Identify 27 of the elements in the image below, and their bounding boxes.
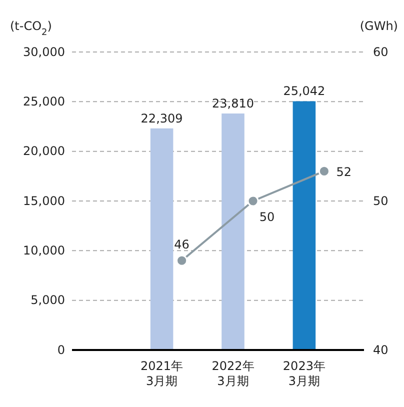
bar bbox=[150, 128, 174, 350]
data-label: 46 bbox=[174, 238, 190, 252]
y2-axis-title: (GWh) bbox=[360, 19, 398, 33]
y2-tick-label: 40 bbox=[373, 342, 388, 357]
x-tick-label: 2023年 3月期 bbox=[282, 359, 326, 388]
y2-tick-label: 50 bbox=[373, 194, 388, 208]
bar bbox=[222, 113, 244, 350]
y2-tick-label: 60 bbox=[373, 44, 388, 59]
point bbox=[247, 195, 259, 207]
y-tick-label: 20,000 bbox=[23, 144, 65, 158]
point bbox=[176, 254, 188, 266]
data-label: 52 bbox=[336, 165, 352, 180]
y-tick-label: 5,000 bbox=[30, 293, 65, 308]
data-label: 22,309 bbox=[140, 111, 183, 126]
x-tick-label: 2021年 3月期 bbox=[140, 359, 184, 388]
y-axis-title: (t-CO$_{2}$) bbox=[10, 19, 52, 38]
point bbox=[318, 165, 330, 177]
y-tick-label: 15,000 bbox=[23, 194, 65, 208]
data-label: 23,810 bbox=[212, 96, 254, 110]
bar bbox=[292, 101, 316, 350]
data-label: 50 bbox=[259, 210, 275, 224]
data-label: 25,042 bbox=[283, 84, 326, 98]
x-tick-label: 2022年 3月期 bbox=[212, 359, 254, 388]
y-tick-label: 10,000 bbox=[23, 244, 65, 258]
y-tick-label: 0 bbox=[57, 342, 65, 357]
y-tick-label: 30,000 bbox=[23, 44, 65, 59]
y-tick-label: 25,000 bbox=[23, 94, 65, 109]
